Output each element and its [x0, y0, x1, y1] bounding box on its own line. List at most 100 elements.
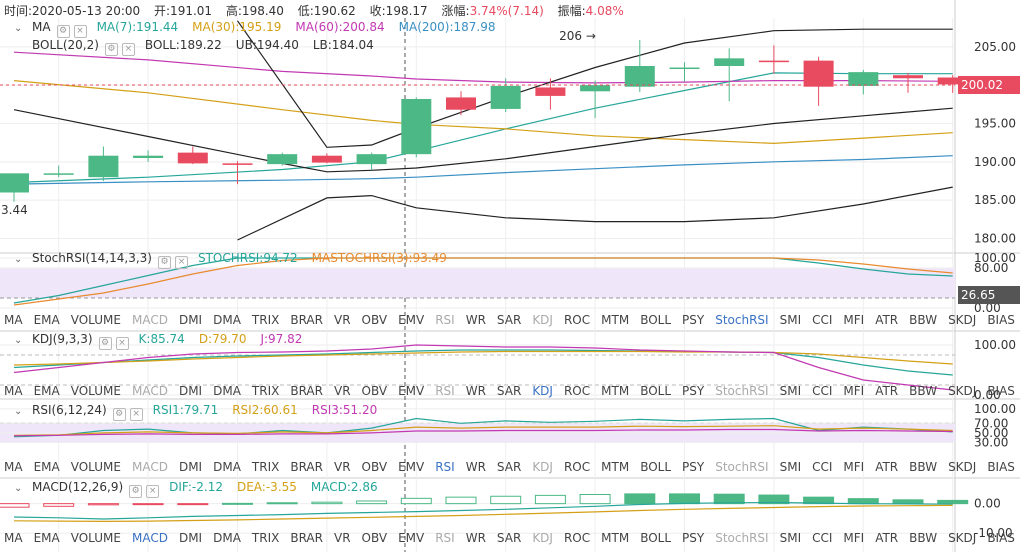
tab-smi[interactable]: SMI [779, 384, 802, 398]
tab-dmi[interactable]: DMI [178, 460, 203, 474]
settings-icon[interactable]: ⚙ [98, 337, 112, 350]
tab-macd[interactable]: MACD [131, 313, 168, 327]
tab-dma[interactable]: DMA [213, 313, 241, 327]
tab-emv[interactable]: EMV [398, 313, 425, 327]
tab-boll[interactable]: BOLL [640, 384, 672, 398]
tab-emv[interactable]: EMV [398, 460, 425, 474]
tab-kdj[interactable]: KDJ [532, 531, 553, 545]
tab-obv[interactable]: OBV [361, 460, 388, 474]
tab-mfi[interactable]: MFI [843, 531, 865, 545]
tab-kdj[interactable]: KDJ [532, 313, 553, 327]
tab-dma[interactable]: DMA [213, 460, 241, 474]
collapse-chevron-icon[interactable]: ⌄ [14, 406, 23, 417]
tab-ema[interactable]: EMA [33, 313, 60, 327]
tab-obv[interactable]: OBV [361, 531, 388, 545]
tab-volume[interactable]: VOLUME [70, 460, 121, 474]
tab-dmi[interactable]: DMI [178, 531, 203, 545]
tab-roc[interactable]: ROC [563, 531, 591, 545]
tab-kdj[interactable]: KDJ [532, 460, 553, 474]
tab-trix[interactable]: TRIX [251, 531, 280, 545]
collapse-chevron-icon[interactable]: ⌄ [14, 483, 23, 494]
tab-smi[interactable]: SMI [779, 531, 802, 545]
tab-ma[interactable]: MA [4, 384, 23, 398]
tab-skdj[interactable]: SKDJ [948, 313, 977, 327]
tab-trix[interactable]: TRIX [251, 313, 280, 327]
settings-icon[interactable]: ⚙ [112, 408, 126, 421]
tab-psy[interactable]: PSY [682, 531, 705, 545]
tab-rsi[interactable]: RSI [435, 384, 455, 398]
tab-volume[interactable]: VOLUME [70, 313, 121, 327]
tab-trix[interactable]: TRIX [251, 460, 280, 474]
tab-vr[interactable]: VR [333, 460, 351, 474]
tab-cci[interactable]: CCI [812, 531, 833, 545]
tab-mtm[interactable]: MTM [601, 384, 630, 398]
tab-psy[interactable]: PSY [682, 384, 705, 398]
tab-boll[interactable]: BOLL [640, 460, 672, 474]
tab-roc[interactable]: ROC [563, 384, 591, 398]
tab-ema[interactable]: EMA [33, 531, 60, 545]
tab-skdj[interactable]: SKDJ [948, 384, 977, 398]
collapse-chevron-icon[interactable]: ⌄ [14, 335, 23, 346]
tab-skdj[interactable]: SKDJ [948, 460, 977, 474]
tab-mtm[interactable]: MTM [601, 531, 630, 545]
tab-stochrsi[interactable]: StochRSI [715, 531, 769, 545]
tab-obv[interactable]: OBV [361, 384, 388, 398]
tab-dma[interactable]: DMA [213, 384, 241, 398]
close-icon[interactable]: × [174, 256, 188, 269]
tab-bias[interactable]: BIAS [987, 460, 1015, 474]
tab-rsi[interactable]: RSI [435, 531, 455, 545]
tab-boll[interactable]: BOLL [640, 313, 672, 327]
tab-bbw[interactable]: BBW [909, 313, 938, 327]
close-icon[interactable]: × [115, 337, 129, 350]
tab-obv[interactable]: OBV [361, 313, 388, 327]
tab-ema[interactable]: EMA [33, 460, 60, 474]
tab-macd[interactable]: MACD [131, 460, 168, 474]
tab-skdj[interactable]: SKDJ [948, 531, 977, 545]
settings-icon[interactable]: ⚙ [129, 485, 143, 498]
tab-atr[interactable]: ATR [875, 531, 899, 545]
tab-bbw[interactable]: BBW [909, 384, 938, 398]
tab-rsi[interactable]: RSI [435, 313, 455, 327]
tab-sar[interactable]: SAR [496, 313, 522, 327]
tab-roc[interactable]: ROC [563, 313, 591, 327]
tab-bias[interactable]: BIAS [987, 384, 1015, 398]
tab-wr[interactable]: WR [465, 384, 486, 398]
tab-brar[interactable]: BRAR [290, 531, 323, 545]
tab-atr[interactable]: ATR [875, 313, 899, 327]
tab-macd[interactable]: MACD [131, 384, 168, 398]
tab-wr[interactable]: WR [465, 460, 486, 474]
settings-icon[interactable]: ⚙ [104, 43, 118, 56]
tab-kdj[interactable]: KDJ [532, 384, 553, 398]
tab-cci[interactable]: CCI [812, 460, 833, 474]
tab-bbw[interactable]: BBW [909, 460, 938, 474]
tab-boll[interactable]: BOLL [640, 531, 672, 545]
tab-atr[interactable]: ATR [875, 384, 899, 398]
tab-rsi[interactable]: RSI [435, 460, 455, 474]
tab-psy[interactable]: PSY [682, 460, 705, 474]
tab-brar[interactable]: BRAR [290, 384, 323, 398]
tab-stochrsi[interactable]: StochRSI [715, 313, 769, 327]
tab-vr[interactable]: VR [333, 531, 351, 545]
tab-emv[interactable]: EMV [398, 531, 425, 545]
tab-bbw[interactable]: BBW [909, 531, 938, 545]
tab-dma[interactable]: DMA [213, 531, 241, 545]
close-icon[interactable]: × [73, 25, 87, 38]
tab-mfi[interactable]: MFI [843, 460, 865, 474]
tab-brar[interactable]: BRAR [290, 313, 323, 327]
tab-trix[interactable]: TRIX [251, 384, 280, 398]
tab-ma[interactable]: MA [4, 460, 23, 474]
tab-volume[interactable]: VOLUME [70, 531, 121, 545]
tab-stochrsi[interactable]: StochRSI [715, 460, 769, 474]
tab-dmi[interactable]: DMI [178, 384, 203, 398]
tab-macd[interactable]: MACD [131, 531, 168, 545]
tab-psy[interactable]: PSY [682, 313, 705, 327]
tab-mtm[interactable]: MTM [601, 460, 630, 474]
tab-dmi[interactable]: DMI [178, 313, 203, 327]
tab-wr[interactable]: WR [465, 531, 486, 545]
settings-icon[interactable]: ⚙ [157, 256, 171, 269]
tab-atr[interactable]: ATR [875, 460, 899, 474]
tab-ema[interactable]: EMA [33, 384, 60, 398]
tab-vr[interactable]: VR [333, 384, 351, 398]
tab-volume[interactable]: VOLUME [70, 384, 121, 398]
tab-bias[interactable]: BIAS [987, 531, 1015, 545]
